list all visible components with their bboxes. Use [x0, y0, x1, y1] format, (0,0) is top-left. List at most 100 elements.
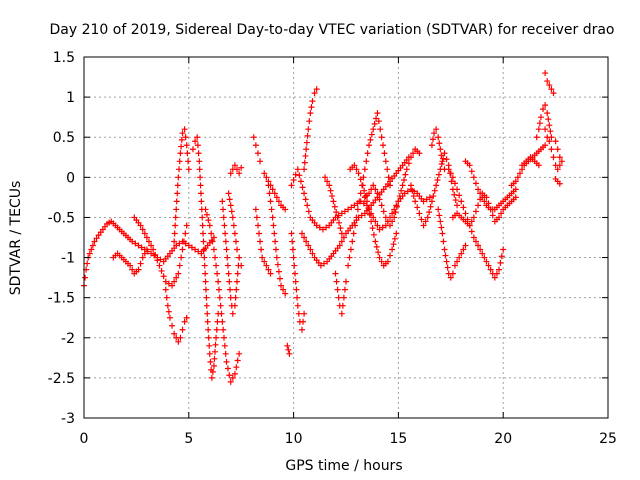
data-point-arc-w	[416, 210, 423, 217]
data-point-arc-aa	[472, 208, 479, 215]
data-point-arc-c	[171, 330, 178, 337]
data-point-arc-f	[219, 318, 226, 325]
data-point-arc-aj	[263, 174, 270, 181]
data-point-arc-w	[412, 198, 419, 205]
data-point-arc-t	[382, 158, 389, 165]
chart-title: Day 210 of 2019, Sidereal Day-to-day VTE…	[49, 22, 614, 38]
data-point-arc-g	[224, 262, 231, 269]
data-point-arc-i	[236, 254, 243, 261]
data-point-arc-aj	[282, 206, 289, 213]
data-point-arc-g	[219, 198, 226, 205]
data-point-arc-r	[331, 203, 338, 210]
data-point-arc-z	[456, 192, 463, 199]
data-point-arc-j	[252, 142, 259, 149]
data-point-arc-v	[382, 214, 389, 221]
data-point-arc-u	[353, 166, 360, 173]
data-point-arc-h	[236, 170, 243, 177]
data-point-arc-t	[349, 238, 356, 245]
data-point-arc-af	[544, 78, 551, 85]
data-point-arc-t	[387, 182, 394, 189]
data-point-arc-c	[181, 318, 188, 325]
data-point-arc-z	[500, 246, 507, 253]
data-point-arc-c	[164, 302, 171, 309]
data-point-arc-z	[472, 238, 479, 245]
data-point-arc-aa	[512, 194, 519, 201]
data-point-arc-g	[222, 238, 229, 245]
data-point-arc-d	[176, 166, 183, 173]
data-point-arc-w	[443, 156, 450, 163]
data-point-arc-b	[175, 270, 182, 277]
data-point-arc-ab	[472, 180, 479, 187]
data-point-arc-g	[233, 286, 240, 293]
data-point-arc-e	[195, 150, 202, 157]
data-point-arc-m	[286, 350, 293, 357]
data-point-arc-u	[391, 235, 398, 242]
data-point-arc-ag	[546, 138, 553, 145]
data-point-arc-o	[290, 177, 297, 184]
data-point-arc-o	[338, 210, 345, 217]
data-point-arc-e	[204, 318, 211, 325]
data-point-arc-b	[178, 254, 185, 261]
data-point-arc-ak	[143, 246, 150, 253]
data-point-arc-e	[202, 286, 209, 293]
data-point-arc-ac	[514, 174, 521, 181]
data-point-arc-a	[176, 240, 183, 247]
data-point-arc-s	[341, 286, 348, 293]
data-point-arc-w	[433, 182, 440, 189]
data-point-arc-b	[156, 262, 163, 269]
data-point-arc-v	[396, 193, 403, 200]
data-point-arc-o	[423, 196, 430, 203]
data-point-arc-s	[335, 294, 342, 301]
data-point-arc-ac	[542, 142, 549, 149]
data-point-arc-ai	[556, 180, 563, 187]
data-point-arc-ag	[542, 126, 549, 133]
data-point-arc-ag	[556, 162, 563, 169]
data-point-arc-e	[213, 326, 220, 333]
data-point-arc-q	[309, 250, 316, 257]
grid	[84, 57, 608, 418]
data-point-arc-t	[381, 150, 388, 157]
data-point-arc-a	[86, 250, 93, 257]
data-point-arc-h	[234, 166, 241, 173]
data-point-arc-ab	[481, 198, 488, 205]
data-point-arc-o	[323, 224, 330, 231]
data-point-arc-f	[221, 342, 228, 349]
data-point-arc-i	[238, 262, 245, 269]
data-point-arc-ac	[516, 170, 523, 177]
data-point-arc-m	[284, 342, 291, 349]
data-point-arc-ak	[127, 262, 134, 269]
data-point-arc-u	[363, 198, 370, 205]
data-point-arc-ae	[545, 116, 552, 123]
data-point-arc-aa	[468, 218, 475, 225]
y-tick-label: 0	[66, 170, 75, 186]
data-point-arc-b	[154, 257, 161, 264]
data-point-arc-t	[368, 131, 375, 138]
data-point-arc-t	[373, 115, 380, 122]
data-point-arc-d	[185, 158, 192, 165]
data-point-arc-q	[358, 212, 365, 219]
data-point-arc-f	[231, 370, 238, 377]
data-point-arc-u	[375, 249, 382, 256]
data-point-arc-t	[378, 134, 385, 141]
data-point-arc-g	[224, 254, 231, 261]
data-point-arc-af	[548, 86, 555, 93]
data-point-arc-u	[384, 258, 391, 265]
data-point-arc-o	[313, 222, 320, 229]
data-point-arc-z	[451, 180, 458, 187]
data-point-arc-e	[208, 374, 215, 381]
data-point-arc-v	[400, 177, 407, 184]
data-point-arc-h	[238, 164, 245, 171]
data-point-arc-a	[151, 252, 158, 259]
data-point-arc-y	[462, 242, 469, 249]
data-point-arc-f	[221, 334, 228, 341]
data-point-arc-b	[180, 238, 187, 245]
data-point-arc-d	[176, 158, 183, 165]
data-point-arc-r	[324, 178, 331, 185]
data-point-arc-a	[138, 244, 145, 251]
data-point-arc-q	[320, 260, 327, 267]
data-point-arc-w	[451, 191, 458, 198]
data-point-arc-n	[290, 254, 297, 261]
data-point-arc-e	[211, 355, 218, 362]
data-point-arc-r	[322, 174, 329, 181]
x-tick-label: 10	[285, 431, 303, 447]
